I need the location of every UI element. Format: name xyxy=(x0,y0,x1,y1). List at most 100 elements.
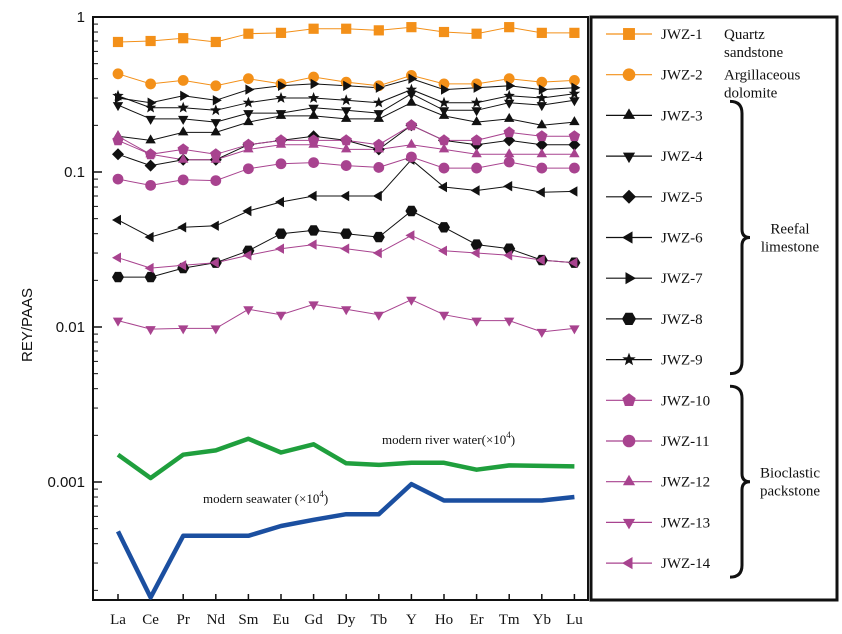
y-tick-label: 0.01 xyxy=(56,319,85,336)
data-point-JWZ-7 xyxy=(408,73,418,84)
data-point-JWZ-10 xyxy=(470,134,483,146)
legend-label: JWZ-13 xyxy=(661,515,710,531)
data-point-JWZ-3 xyxy=(569,116,580,126)
legend: JWZ-1 Quartz sandstone JWZ-2 Argillaceous dol… xyxy=(589,15,839,602)
legend-entry-JWZ-13: JWZ-13 xyxy=(606,515,710,531)
data-point-JWZ-14 xyxy=(144,262,154,274)
data-point-JWZ-10 xyxy=(536,130,548,142)
x-tick-label: Eu xyxy=(273,612,290,628)
data-point-JWZ-1 xyxy=(275,27,287,38)
data-point-JWZ-6 xyxy=(340,190,350,202)
data-point-JWZ-6 xyxy=(503,181,513,192)
data-point-JWZ-4 xyxy=(536,102,547,112)
data-point-JWZ-11 xyxy=(406,151,417,163)
data-point-JWZ-8 xyxy=(112,271,124,283)
data-point-JWZ-14 xyxy=(405,230,415,241)
data-point-JWZ-9 xyxy=(405,83,418,95)
x-tick-label: Ce xyxy=(142,612,159,628)
data-point-JWZ-1 xyxy=(373,25,384,36)
data-point-JWZ-13 xyxy=(406,296,417,306)
y-axis-title: REY/PAAS xyxy=(19,288,36,362)
data-point-JWZ-9 xyxy=(112,89,124,101)
x-tick-label: Tb xyxy=(370,612,387,628)
data-point-JWZ-11 xyxy=(308,157,319,168)
reference-line-modern-river-water xyxy=(116,436,575,481)
data-point-JWZ-5 xyxy=(503,134,516,147)
data-point-JWZ-9 xyxy=(275,92,287,103)
data-point-JWZ-4 xyxy=(373,110,384,120)
data-point-JWZ-13 xyxy=(536,328,547,338)
legend-label: JWZ-8 xyxy=(661,312,703,328)
data-point-JWZ-13 xyxy=(341,306,352,316)
data-point-JWZ-14 xyxy=(177,260,187,271)
data-point-JWZ-4 xyxy=(243,110,254,120)
data-point-JWZ-11 xyxy=(438,162,450,174)
legend-group: Bioclastic packstone xyxy=(729,384,820,579)
data-point-JWZ-11 xyxy=(177,174,189,186)
data-point-JWZ-12 xyxy=(341,143,352,153)
data-point-JWZ-11 xyxy=(471,162,482,174)
data-point-JWZ-9 xyxy=(340,94,352,106)
data-point-JWZ-10 xyxy=(405,119,418,131)
x-tick-label: Lu xyxy=(566,612,583,628)
x-tick-label: Ho xyxy=(435,612,453,628)
legend-group-brace xyxy=(729,384,751,579)
data-point-JWZ-13 xyxy=(373,311,384,321)
legend-entry-JWZ-3: JWZ-3 xyxy=(606,108,703,124)
data-point-JWZ-1 xyxy=(438,26,450,38)
legend-label: JWZ-1 xyxy=(661,27,703,43)
data-point-JWZ-7 xyxy=(245,84,255,95)
data-point-JWZ-10 xyxy=(340,134,352,146)
legend-marker xyxy=(622,68,636,81)
data-point-JWZ-11 xyxy=(145,179,157,191)
data-point-JWZ-10 xyxy=(438,134,450,146)
x-tick-label: Pr xyxy=(177,612,190,628)
data-point-JWZ-3 xyxy=(243,116,254,126)
data-point-JWZ-8 xyxy=(144,271,157,283)
x-tick-label: Er xyxy=(470,612,484,628)
data-point-JWZ-6 xyxy=(112,214,121,226)
legend-entry-JWZ-12: JWZ-12 xyxy=(606,474,710,491)
data-point-JWZ-1 xyxy=(504,22,515,33)
legend-label: JWZ-3 xyxy=(661,108,703,124)
legend-entry-JWZ-7: JWZ-7 xyxy=(606,271,703,287)
data-point-JWZ-3 xyxy=(308,109,319,119)
legend-entry-JWZ-11: JWZ-11 xyxy=(606,434,710,450)
data-point-JWZ-8 xyxy=(372,231,385,243)
plot-frame-group xyxy=(92,16,589,601)
data-point-JWZ-7 xyxy=(538,84,548,95)
legend-label: JWZ-12 xyxy=(661,475,710,491)
legend-entry-JWZ-14: JWZ-14 xyxy=(606,556,711,572)
data-point-JWZ-2 xyxy=(569,74,580,86)
data-point-JWZ-14 xyxy=(438,245,447,256)
reference-line-label: modern seawater (×104) xyxy=(203,489,328,506)
plot-frame xyxy=(92,16,589,601)
data-point-JWZ-6 xyxy=(470,185,480,196)
legend-marker xyxy=(622,434,636,448)
legend-entry-JWZ-5: JWZ-5 xyxy=(606,189,703,206)
legend-label: JWZ-7 xyxy=(661,271,703,287)
data-point-JWZ-4 xyxy=(471,107,482,117)
legend-label: JWZ-6 xyxy=(661,231,703,247)
legend-category-label: Argillaceous dolomite xyxy=(724,68,801,102)
x-tick-label: Nd xyxy=(207,612,226,628)
data-point-JWZ-9 xyxy=(210,104,222,116)
legend-marker xyxy=(622,108,636,119)
data-point-JWZ-11 xyxy=(536,162,548,174)
data-point-JWZ-6 xyxy=(275,196,284,208)
legend-marker xyxy=(625,272,636,285)
data-point-JWZ-1 xyxy=(210,36,221,48)
data-point-JWZ-6 xyxy=(307,190,317,202)
data-point-JWZ-9 xyxy=(536,92,548,103)
data-point-JWZ-12 xyxy=(504,148,515,158)
data-point-JWZ-12 xyxy=(438,143,450,153)
legend-entry-JWZ-2: JWZ-2 Argillaceous dolomite xyxy=(606,68,801,102)
data-point-JWZ-12 xyxy=(210,153,221,163)
data-point-JWZ-12 xyxy=(178,153,189,163)
legend-marker xyxy=(622,352,636,366)
data-point-JWZ-8 xyxy=(405,205,418,217)
legend-frame xyxy=(589,15,839,602)
data-point-JWZ-1 xyxy=(471,28,482,39)
legend-label: JWZ-10 xyxy=(661,393,710,409)
x-tick-label: Gd xyxy=(304,612,323,628)
